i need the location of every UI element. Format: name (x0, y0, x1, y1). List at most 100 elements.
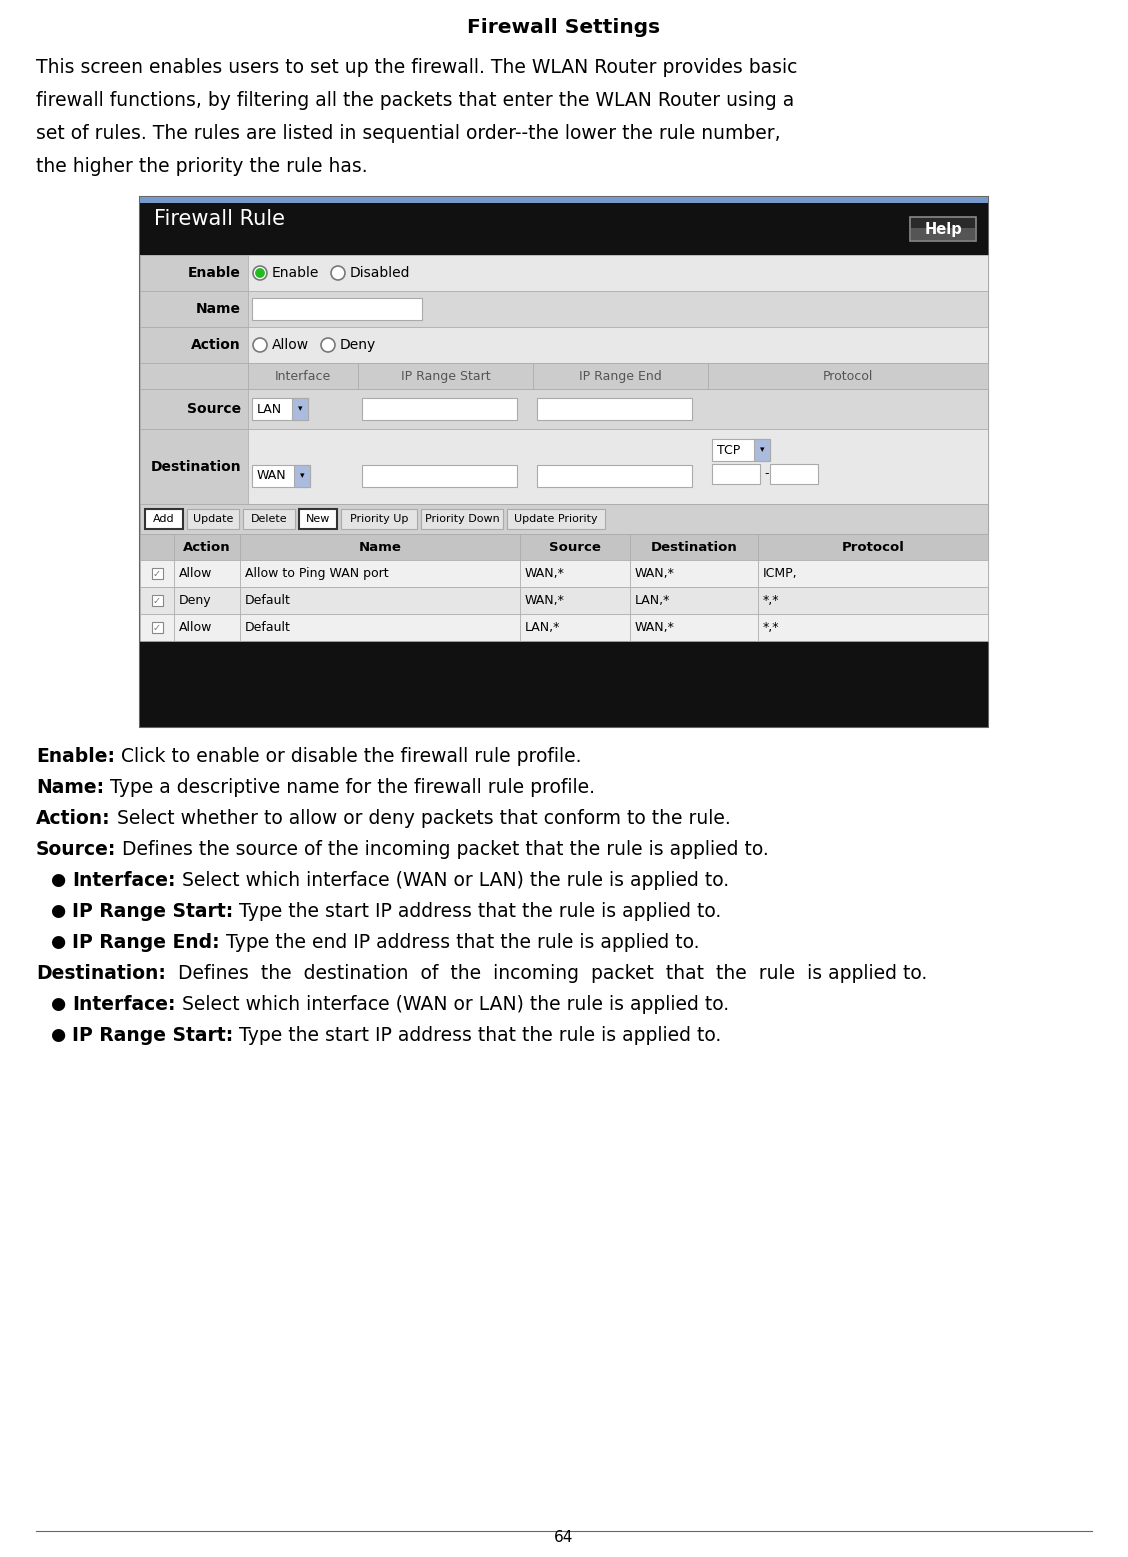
Text: -: - (764, 467, 768, 481)
Text: Source: Source (549, 540, 601, 553)
Bar (140, 534, 174, 561)
Text: Defines  the  destination  of  the  incoming  packet  that  the  rule  is applie: Defines the destination of the incoming … (166, 964, 927, 982)
Text: Interface:: Interface: (72, 870, 176, 891)
Text: IP Range Start:: IP Range Start: (72, 902, 233, 922)
Text: IP Range Start:: IP Range Start: (72, 1026, 233, 1045)
Circle shape (256, 269, 264, 277)
Text: Update: Update (193, 514, 233, 525)
Bar (758, 587, 988, 613)
Text: Name: Name (196, 302, 241, 316)
Text: Enable:: Enable: (36, 747, 115, 766)
Bar (243, 509, 296, 529)
Text: WAN,*: WAN,* (635, 621, 675, 634)
Text: ▾: ▾ (760, 445, 765, 455)
Bar (140, 363, 988, 389)
Text: Enable: Enable (272, 266, 319, 280)
Text: ▾: ▾ (298, 405, 302, 414)
Text: WAN,*: WAN,* (525, 595, 565, 607)
Text: Allow: Allow (179, 567, 212, 581)
Bar (174, 613, 240, 641)
Circle shape (331, 266, 345, 280)
Bar (534, 363, 708, 389)
Text: the higher the priority the rule has.: the higher the priority the rule has. (36, 157, 368, 176)
Text: Action: Action (183, 540, 231, 553)
Bar (140, 587, 174, 613)
Bar (140, 561, 174, 587)
Text: set of rules. The rules are listed in sequential order--the lower the rule numbe: set of rules. The rules are listed in se… (36, 125, 781, 143)
Text: 64: 64 (554, 1531, 574, 1545)
Bar (911, 227, 975, 240)
Text: Deny: Deny (340, 338, 377, 352)
Text: Click to enable or disable the firewall rule profile.: Click to enable or disable the firewall … (115, 747, 582, 766)
Text: Interface: Interface (275, 369, 332, 383)
Text: New: New (306, 514, 331, 525)
Text: Type the start IP address that the rule is applied to.: Type the start IP address that the rule … (233, 1026, 722, 1045)
Text: ▾: ▾ (300, 472, 305, 480)
Bar (299, 509, 337, 529)
Text: Name:: Name: (36, 778, 104, 797)
Bar (240, 613, 520, 641)
Bar (362, 399, 517, 420)
Bar (421, 509, 503, 529)
Text: Type the end IP address that the rule is applied to.: Type the end IP address that the rule is… (220, 933, 699, 951)
Text: Select which interface (WAN or LAN) the rule is applied to.: Select which interface (WAN or LAN) the … (176, 870, 729, 891)
Bar (537, 464, 691, 486)
Bar (151, 568, 162, 579)
Bar (708, 363, 988, 389)
Bar (240, 587, 520, 613)
Text: IP Range Start: IP Range Start (400, 369, 491, 383)
Text: Type the start IP address that the rule is applied to.: Type the start IP address that the rule … (233, 902, 722, 922)
Text: WAN,*: WAN,* (635, 567, 675, 581)
Text: ●: ● (50, 933, 65, 951)
Text: Deny: Deny (179, 595, 212, 607)
Bar (140, 534, 988, 561)
Text: Destination:: Destination: (36, 964, 166, 982)
Text: Disabled: Disabled (350, 266, 411, 280)
Text: Default: Default (245, 595, 291, 607)
Bar (140, 327, 988, 363)
Bar (187, 509, 239, 529)
Circle shape (253, 338, 267, 352)
Bar (174, 561, 240, 587)
Text: Destination: Destination (150, 459, 241, 473)
Bar (520, 561, 631, 587)
Text: Default: Default (245, 621, 291, 634)
Bar (140, 587, 988, 613)
Text: Action:: Action: (36, 810, 111, 828)
Text: ✓: ✓ (153, 595, 161, 606)
Bar (140, 430, 248, 504)
Bar (140, 327, 248, 363)
Text: Source: Source (187, 402, 241, 416)
Bar (537, 399, 691, 420)
Bar (140, 389, 248, 430)
Bar (362, 464, 517, 486)
Bar (520, 613, 631, 641)
Text: Allow to Ping WAN port: Allow to Ping WAN port (245, 567, 389, 581)
Text: Select whether to allow or deny packets that conform to the rule.: Select whether to allow or deny packets … (111, 810, 730, 828)
Bar (140, 363, 248, 389)
Bar (910, 216, 976, 241)
Bar (146, 509, 183, 529)
Bar (240, 561, 520, 587)
Bar (758, 561, 988, 587)
Bar (754, 439, 770, 461)
Bar (140, 198, 988, 727)
Bar (140, 561, 988, 587)
Text: Enable: Enable (188, 266, 241, 280)
Bar (248, 363, 358, 389)
Bar (140, 430, 988, 504)
Text: Update Priority: Update Priority (514, 514, 598, 525)
Bar (140, 641, 988, 727)
Text: WAN,*: WAN,* (525, 567, 565, 581)
Bar (631, 613, 758, 641)
Text: Priority Up: Priority Up (350, 514, 408, 525)
Circle shape (321, 338, 335, 352)
Text: LAN: LAN (257, 403, 282, 416)
Text: ICMP,: ICMP, (763, 567, 797, 581)
Bar (140, 198, 988, 202)
Bar (292, 399, 308, 420)
Bar (520, 587, 631, 613)
Text: Priority Down: Priority Down (424, 514, 500, 525)
Circle shape (253, 266, 267, 280)
Bar (341, 509, 417, 529)
